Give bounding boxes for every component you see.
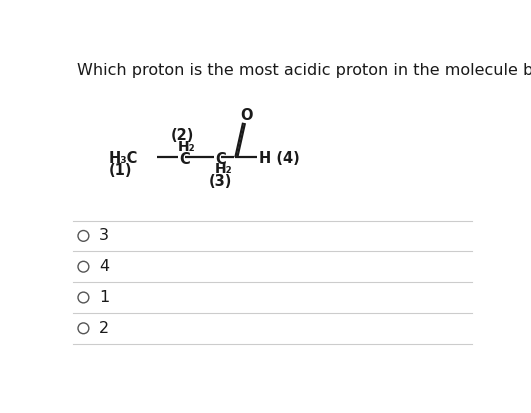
Text: O: O — [240, 108, 252, 123]
Text: C: C — [179, 152, 190, 167]
Text: 3: 3 — [99, 228, 109, 243]
Text: H₂: H₂ — [215, 162, 232, 176]
Text: 4: 4 — [99, 259, 109, 274]
Text: H (4): H (4) — [259, 151, 299, 166]
Text: H₂: H₂ — [178, 140, 195, 154]
Text: 2: 2 — [99, 321, 109, 336]
Text: (3): (3) — [209, 173, 233, 188]
Text: 1: 1 — [99, 290, 109, 305]
Text: (2): (2) — [171, 128, 194, 143]
Text: (1): (1) — [109, 163, 133, 178]
Text: H₃C: H₃C — [109, 151, 139, 166]
Text: Which proton is the most acidic proton in the molecule below?: Which proton is the most acidic proton i… — [77, 64, 531, 78]
Text: C: C — [215, 152, 226, 167]
